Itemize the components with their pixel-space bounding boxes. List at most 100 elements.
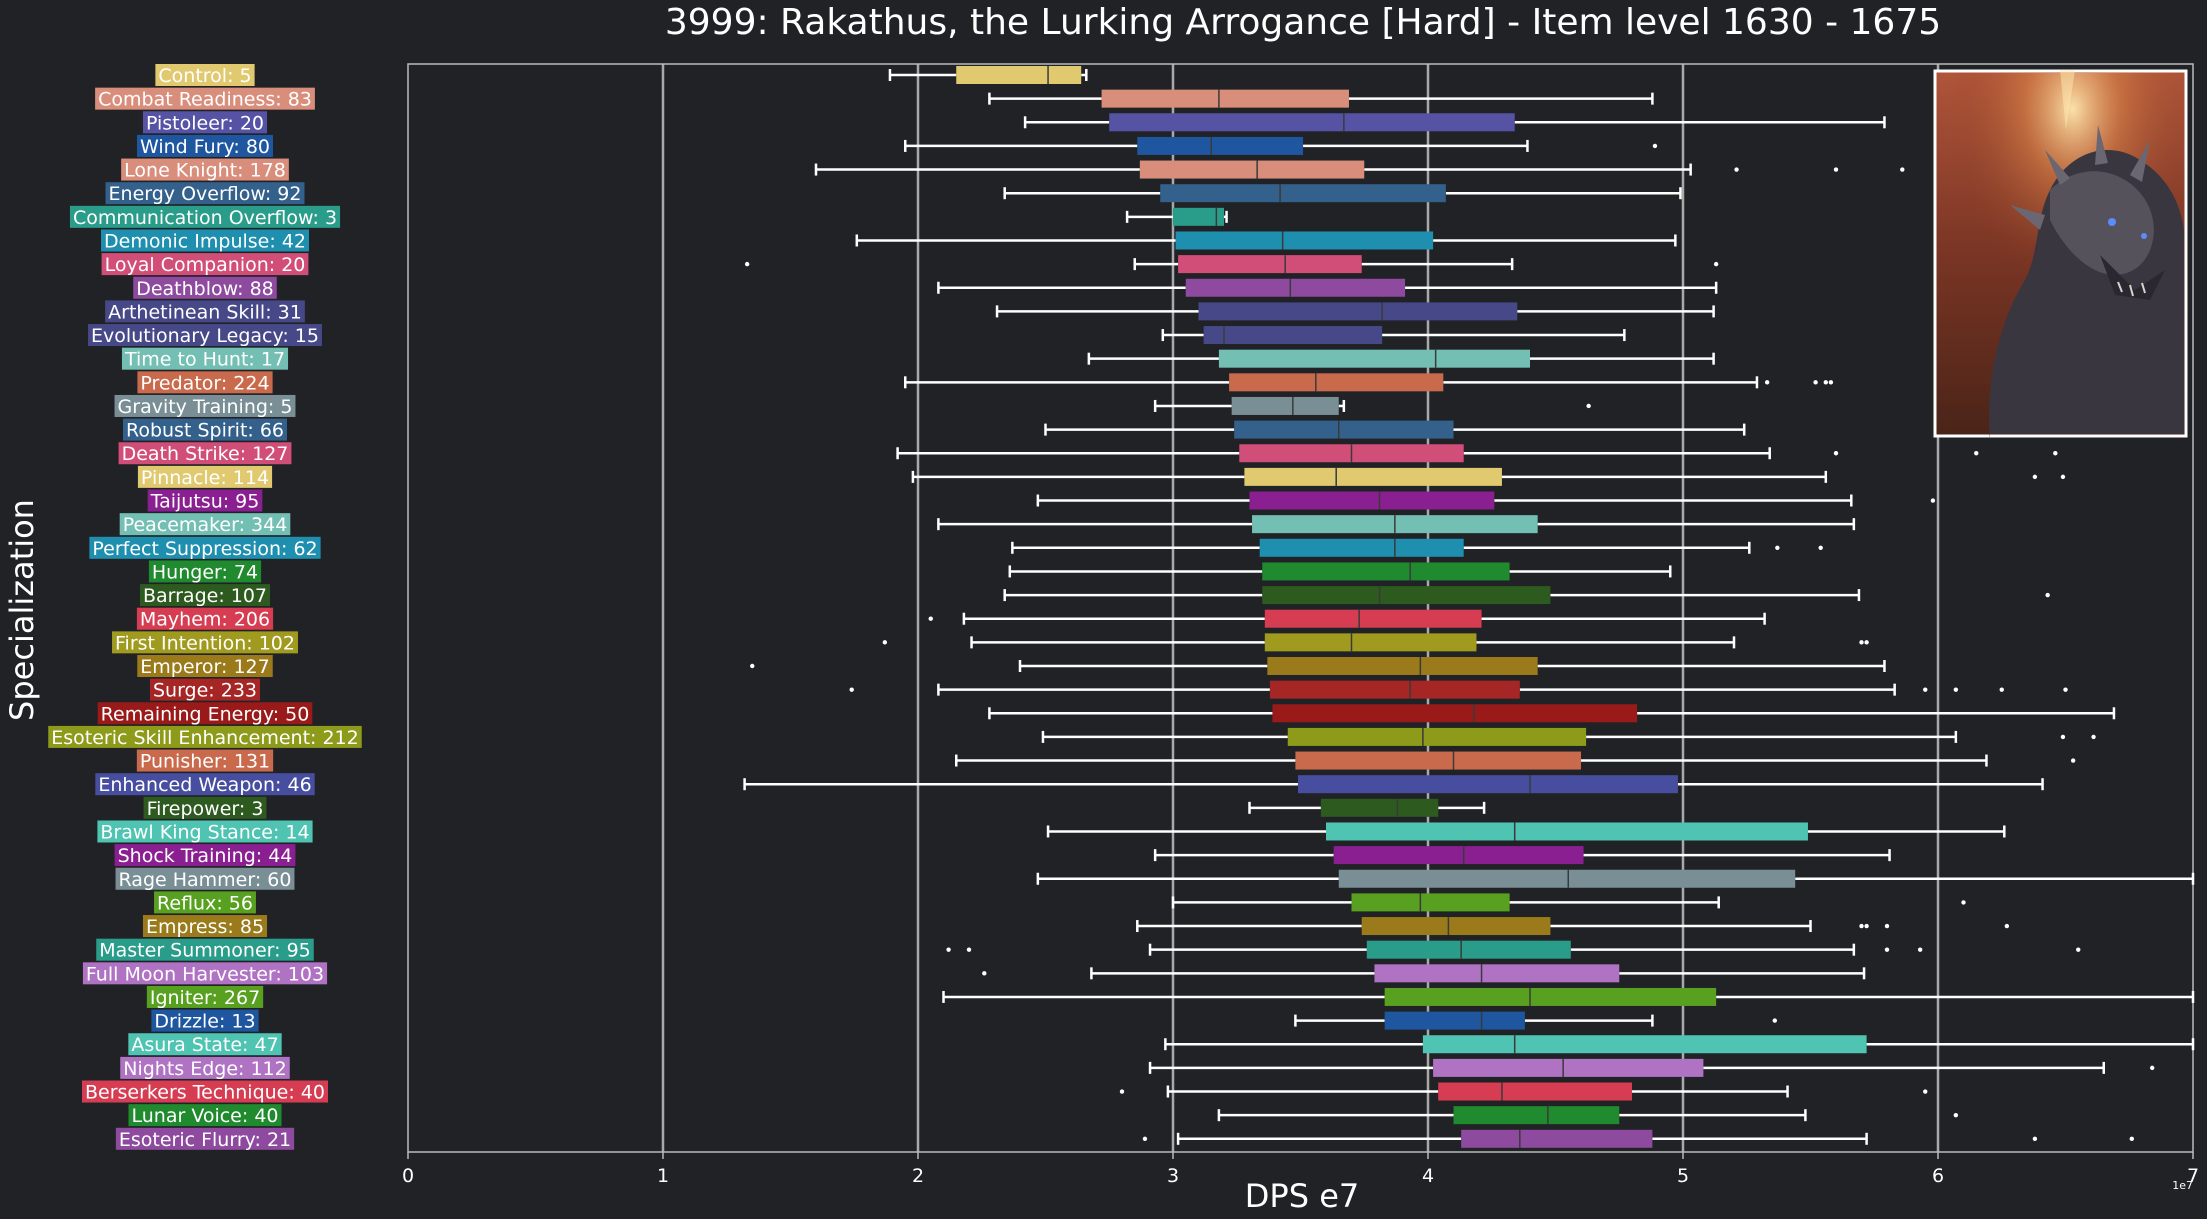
category-label-bg <box>137 655 273 677</box>
outlier-point <box>2070 758 2076 763</box>
iqr-box <box>1267 657 1538 675</box>
outlier-point <box>2045 592 2050 598</box>
outlier-point <box>1953 1112 1959 1118</box>
category-label-bg <box>97 702 313 725</box>
box-row <box>928 609 1766 628</box>
iqr-box <box>1262 562 1510 581</box>
box-row <box>1161 326 1626 345</box>
outlier-point <box>1859 923 1864 929</box>
category-label-text: Brawl King Stance: 14 <box>100 821 309 843</box>
category-label: First Intention: 102 <box>112 631 298 654</box>
category-label: Taijutsu: 95 <box>147 489 263 513</box>
category-label: Wind Fury: 80 <box>136 134 274 158</box>
iqr-box <box>1198 302 1518 321</box>
box-row <box>849 680 2068 699</box>
outlier-point <box>1775 545 1780 550</box>
category-label: Igniter: 267 <box>146 985 264 1009</box>
category-label: Pinnacle: 114 <box>137 465 273 489</box>
category-label-text: Perfect Suppression: 62 <box>92 538 317 560</box>
category-label-bg <box>147 489 263 512</box>
outlier-point <box>1961 900 1966 905</box>
category-label-text: Emperor: 127 <box>140 656 269 678</box>
category-label-text: Lunar Voice: 40 <box>131 1105 278 1127</box>
iqr-box <box>1453 1106 1620 1125</box>
box-row <box>1294 1011 1778 1030</box>
iqr-box <box>956 66 1082 84</box>
category-label-text: Full Moon Harvester: 103 <box>86 963 324 985</box>
box-row <box>1142 1129 2134 1148</box>
iqr-box <box>1269 680 1520 699</box>
category-label-bg <box>148 560 262 583</box>
x-tick-label: 3 <box>1167 1165 1179 1187</box>
category-label: Death Strike: 127 <box>118 442 292 465</box>
category-label-text: Drizzle: 13 <box>154 1011 255 1033</box>
iqr-box <box>1366 940 1571 959</box>
category-label-text: Demonic Impulse: 42 <box>104 230 306 252</box>
category-label-text: Loyal Companion: 20 <box>105 254 306 276</box>
category-label-bg <box>82 962 328 985</box>
category-label: Asura State: 47 <box>128 1033 282 1056</box>
outlier-point <box>2004 923 2010 929</box>
x-tick-label: 2 <box>912 1165 924 1187</box>
category-label-text: Energy Overflow: 92 <box>109 183 302 205</box>
category-label-bg <box>118 442 292 465</box>
iqr-box <box>1264 633 1477 652</box>
category-label: Full Moon Harvester: 103 <box>82 962 328 985</box>
box-row <box>988 89 1654 108</box>
box-row <box>1153 396 1591 415</box>
outlier-point <box>744 261 750 267</box>
outlier-point <box>1764 380 1770 385</box>
iqr-box <box>1333 846 1584 865</box>
category-label-bg <box>88 324 322 347</box>
category-label-text: Combat Readiness: 83 <box>98 89 312 111</box>
iqr-box <box>1297 775 1678 794</box>
category-label-text: Empress: 85 <box>146 916 264 938</box>
category-label-text: Control: 5 <box>158 65 251 87</box>
box-row <box>937 278 1718 297</box>
category-label-bg <box>149 678 261 701</box>
outlier-point <box>946 947 951 952</box>
category-label: Evolutionary Legacy: 15 <box>88 324 322 347</box>
category-label: Berserkers Technique: 40 <box>82 1080 328 1104</box>
iqr-box <box>1185 278 1406 297</box>
x-scale-exponent: 1e7 <box>2172 1179 2193 1192</box>
category-label: Surge: 233 <box>149 678 261 702</box>
category-label-text: Firepower: 3 <box>147 798 264 820</box>
x-tick-label: 5 <box>1677 1165 1689 1187</box>
iqr-box <box>1264 609 1482 628</box>
category-label-bg <box>128 1033 282 1056</box>
category-label: Punisher: 131 <box>136 749 274 773</box>
box-row <box>982 964 1866 983</box>
outlier-point <box>1142 1136 1148 1142</box>
category-label-text: Peacemaker: 344 <box>123 514 288 536</box>
category-label-bg <box>122 418 288 441</box>
category-label: Robust Spirit: 66 <box>122 418 288 442</box>
box-row <box>955 751 2076 770</box>
outlier-point <box>1999 687 2004 692</box>
outlier-point <box>1823 380 1829 385</box>
outlier-point <box>1652 143 1658 149</box>
category-label: Esoteric Flurry: 21 <box>115 1127 295 1151</box>
iqr-box <box>1338 869 1796 888</box>
category-label: Master Summoner: 95 <box>96 938 314 962</box>
category-label-text: Pinnacle: 114 <box>141 467 269 489</box>
box-row <box>896 444 2058 463</box>
category-label: Arthetinean Skill: 31 <box>105 300 305 323</box>
outlier-point <box>928 616 933 621</box>
box-row <box>1003 184 1682 203</box>
box-row <box>904 136 1658 155</box>
outlier-point <box>750 663 755 669</box>
category-label-text: First Intention: 102 <box>115 632 295 654</box>
outlier-point <box>2091 734 2096 740</box>
category-label-text: Deathblow: 88 <box>136 278 274 300</box>
iqr-box <box>1384 1011 1525 1030</box>
category-label-bg <box>119 513 291 536</box>
box-row <box>911 467 2066 486</box>
outlier-point <box>1833 451 1839 456</box>
box-row <box>1164 1035 2195 1054</box>
category-label-text: Enhanced Weapon: 46 <box>98 774 311 796</box>
iqr-box <box>1173 207 1224 226</box>
category-label-text: Mayhem: 206 <box>140 609 270 631</box>
iqr-box <box>1374 964 1620 983</box>
category-label-text: Wind Fury: 80 <box>140 136 270 158</box>
